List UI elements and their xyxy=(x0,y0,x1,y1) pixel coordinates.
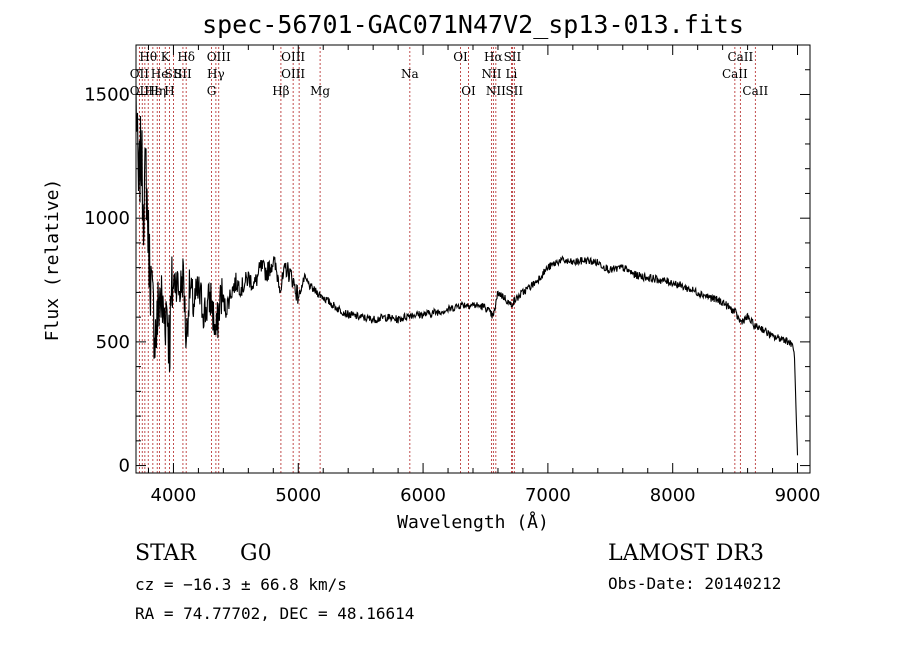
line-marker-label: SII xyxy=(505,84,523,98)
chart-title: spec-56701-GAC071N47V2_sp13-013.fits xyxy=(202,10,744,39)
line-marker-label: H xyxy=(164,84,174,98)
line-marker-label: OIII xyxy=(207,50,231,64)
coordinates-info: RA = 74.77702, DEC = 48.16614 xyxy=(135,604,414,623)
line-marker-label: Hθ xyxy=(139,50,157,64)
object-subclass: G0 xyxy=(240,541,272,566)
object-class: STAR xyxy=(135,541,197,566)
line-marker-label: CaII xyxy=(727,50,753,64)
line-marker-label: OII xyxy=(130,67,150,81)
x-tick-label: 8000 xyxy=(650,485,696,506)
line-marker-label: CaII xyxy=(742,84,768,98)
x-tick-label: 9000 xyxy=(775,485,821,506)
line-marker-label: Hη xyxy=(148,84,166,98)
line-marker-label: CaII xyxy=(722,67,748,81)
line-marker-label: K xyxy=(161,50,171,64)
line-marker-label: Hγ xyxy=(207,67,225,81)
redshift-info: cz = −16.3 ± 66.8 km/s xyxy=(135,575,347,594)
x-axis-label: Wavelength (Å) xyxy=(397,511,549,533)
line-marker-label: OI xyxy=(453,50,468,64)
y-tick-label: 0 xyxy=(119,456,130,477)
x-tick-label: 6000 xyxy=(400,485,446,506)
line-marker-label: G xyxy=(207,84,217,98)
line-marker-label: SII xyxy=(165,67,183,81)
x-tick-label: 4000 xyxy=(151,485,197,506)
y-tick-label: 1000 xyxy=(84,208,130,229)
x-tick-label: 5000 xyxy=(275,485,321,506)
line-marker-label: Hε xyxy=(145,84,162,98)
spectrum-line xyxy=(135,86,799,456)
line-marker-label: Mg xyxy=(310,84,330,98)
y-tick-label: 1500 xyxy=(84,84,130,105)
observation-date: Obs-Date: 20140212 xyxy=(608,574,781,593)
line-marker-label: NII xyxy=(481,67,501,81)
line-marker-label: Hα xyxy=(484,50,503,64)
y-tick-label: 500 xyxy=(96,332,130,353)
plot-frame xyxy=(135,44,811,474)
y-axis: 0 500 1000 1500 xyxy=(84,69,810,477)
emission-line-labels: HθOIIOIIHεHeHηKSIIHHδSIIOIIIHγGOIIIOIIIH… xyxy=(130,50,769,98)
line-marker-label: SII xyxy=(174,67,192,81)
survey-name: LAMOST DR3 xyxy=(608,541,764,566)
line-marker-label: Hβ xyxy=(272,84,289,98)
line-marker-label: Na xyxy=(401,67,419,81)
y-axis-label: Flux (relative) xyxy=(42,179,63,342)
line-marker-label: He xyxy=(151,67,169,81)
line-marker-label: Li xyxy=(506,67,518,81)
x-tick-label: 7000 xyxy=(525,485,571,506)
x-axis: 4000 5000 6000 7000 8000 9000 xyxy=(147,45,821,506)
line-marker-label: NII xyxy=(486,84,506,98)
line-marker-label: OI xyxy=(461,84,476,98)
line-marker-label: OIII xyxy=(281,50,305,64)
line-marker-label: SII xyxy=(504,50,522,64)
line-marker-label: OIII xyxy=(281,67,305,81)
line-marker-label: Hδ xyxy=(177,50,195,64)
emission-line-markers xyxy=(138,47,756,473)
